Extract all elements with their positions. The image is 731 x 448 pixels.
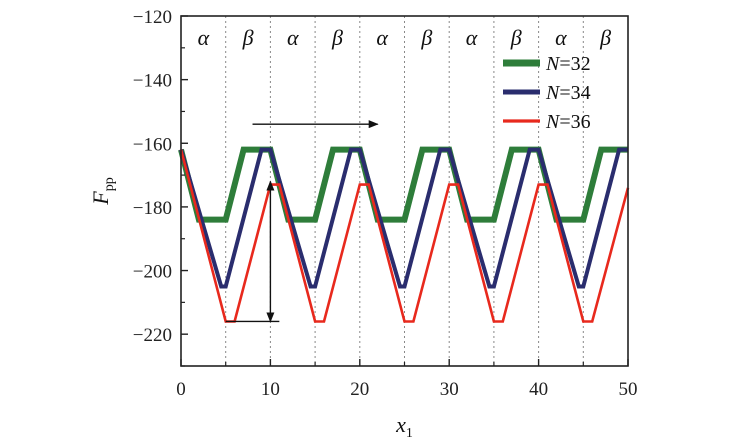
y-axis-ticks: −220 −200 −180 −160 −140 −120: [133, 7, 188, 367]
region-label-5: β: [420, 25, 432, 50]
series-line-3: [179, 149, 630, 323]
y-axis-label: Fpp: [88, 177, 117, 205]
legend-label-value: =36: [559, 111, 590, 133]
x-tick-label-5: 50: [619, 379, 638, 400]
region-label-4: α: [376, 25, 388, 50]
series-lines: [178, 146, 630, 323]
legend-label-var: N: [545, 53, 561, 75]
x-axis-label-main: x: [395, 412, 406, 437]
region-label-2: α: [287, 25, 299, 50]
y-tick-label-1: −200: [133, 262, 172, 283]
region-label-0: α: [198, 25, 210, 50]
x-axis-ticks: 0 10 20 30 40 50: [176, 359, 638, 400]
y-axis-label-main: F: [88, 191, 113, 206]
x-tick-label-2: 20: [350, 379, 369, 400]
legend-label-2: N=34: [545, 82, 591, 104]
y-axis-label-sub: pp: [102, 177, 117, 191]
region-label-9: β: [599, 25, 611, 50]
legend-label-var: N: [545, 111, 561, 133]
x-axis-label: x1: [395, 412, 413, 441]
region-label-3: β: [331, 25, 343, 50]
x-tick-label-4: 40: [529, 379, 548, 400]
y-tick-label-5: −120: [133, 7, 172, 28]
region-label-7: β: [510, 25, 522, 50]
region-label-8: α: [555, 25, 567, 50]
x-axis-label-sub: 1: [406, 426, 413, 441]
x-tick-label-3: 30: [440, 379, 459, 400]
legend-label-var: N: [545, 82, 561, 104]
y-tick-label-2: −180: [133, 198, 172, 219]
legend-label-value: =34: [559, 82, 590, 104]
legend: N=32N=34N=36: [503, 53, 591, 133]
x-tick-label-0: 0: [176, 379, 186, 400]
legend-label-value: =32: [559, 53, 590, 75]
region-label-6: α: [466, 25, 478, 50]
y-tick-label-3: −160: [133, 134, 172, 155]
legend-label-3: N=36: [545, 111, 591, 133]
series-line-2: [179, 147, 628, 289]
region-label-1: β: [242, 25, 254, 50]
legend-label-1: N=32: [545, 53, 591, 75]
x-tick-label-1: 10: [261, 379, 280, 400]
annotations: [225, 120, 379, 323]
y-tick-label-0: −220: [133, 325, 172, 346]
series-line-1: [178, 146, 628, 223]
y-tick-label-4: −140: [133, 71, 172, 92]
